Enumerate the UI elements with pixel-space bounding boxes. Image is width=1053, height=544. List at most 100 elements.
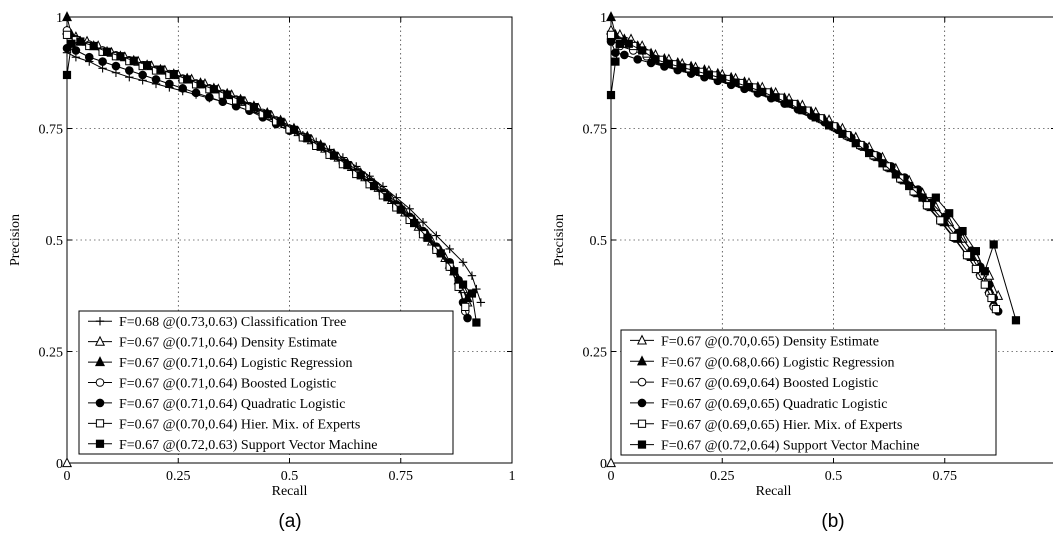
data-point	[784, 99, 794, 108]
panel-b-x-axis-label: Recall	[756, 484, 792, 499]
data-point	[138, 70, 147, 80]
series-line	[610, 34, 997, 310]
legend-label: F=0.67 @(0.68,0.66) Logistic Regression	[661, 355, 895, 370]
legend-marker	[636, 355, 648, 366]
x-tick-label: 0.25	[166, 469, 191, 484]
data-point	[84, 52, 94, 62]
data-point	[418, 217, 428, 227]
data-point	[458, 280, 468, 289]
legend-marker	[95, 378, 105, 387]
x-tick-label: 1	[509, 469, 516, 484]
data-point	[223, 90, 232, 99]
data-point	[678, 63, 687, 72]
data-point	[891, 170, 900, 179]
series-line	[610, 43, 1017, 321]
data-point	[445, 262, 454, 271]
data-point	[771, 93, 780, 102]
data-point	[838, 129, 847, 138]
data-point	[156, 65, 165, 74]
data-point	[949, 232, 958, 241]
legend-marker	[95, 317, 105, 326]
data-point	[633, 55, 643, 64]
data-point	[143, 61, 152, 70]
data-point	[620, 50, 629, 60]
series-square-open	[606, 30, 1001, 314]
data-point	[289, 125, 299, 134]
data-point	[169, 69, 178, 79]
data-point	[958, 226, 967, 236]
data-point	[71, 46, 81, 55]
data-point	[89, 41, 98, 51]
y-tick-label: 0.5	[46, 234, 64, 249]
legend-marker	[637, 377, 647, 387]
data-point	[436, 249, 445, 258]
legend-label: F=0.67 @(0.70,0.65) Density Estimate	[661, 334, 879, 349]
x-tick-label: 0.25	[710, 469, 735, 484]
series-circle-filled	[606, 37, 1003, 316]
y-tick-label: 0.75	[39, 123, 64, 138]
data-point	[922, 201, 932, 210]
panel-a-legend: F=0.68 @(0.73,0.63) Classification Tree F…	[78, 310, 454, 455]
data-point	[467, 289, 477, 298]
data-point	[605, 11, 617, 22]
x-tick-label: 0	[64, 469, 71, 484]
data-point	[909, 187, 918, 196]
data-point	[606, 90, 616, 100]
data-point	[905, 181, 914, 191]
panel-b-legend: F=0.67 @(0.70,0.65) Density Estimate F=0.…	[620, 329, 997, 456]
data-point	[971, 264, 980, 274]
legend-label: F=0.67 @(0.70,0.64) Hier. Mix. of Expert…	[119, 417, 360, 432]
data-point	[1011, 316, 1021, 325]
data-point	[945, 209, 954, 218]
y-tick-label: 0.25	[39, 346, 64, 361]
legend-marker	[636, 334, 648, 345]
data-point	[218, 97, 228, 107]
data-point	[178, 84, 187, 93]
data-point	[931, 193, 940, 202]
legend-marker	[95, 419, 105, 428]
data-point	[472, 318, 481, 327]
data-point	[824, 121, 834, 130]
data-point	[851, 139, 860, 148]
panel-b-y-axis-label: Precision	[552, 214, 567, 266]
series-line	[66, 40, 477, 323]
data-point	[638, 46, 647, 55]
series-triangle-filled	[605, 11, 999, 307]
series-square-filled	[62, 37, 481, 327]
data-point	[467, 271, 477, 280]
data-point	[62, 70, 72, 80]
series-circle-filled	[62, 43, 472, 323]
data-point	[102, 47, 112, 56]
data-point	[704, 70, 713, 79]
data-point	[125, 66, 134, 75]
data-point	[191, 88, 201, 98]
data-point	[731, 78, 740, 87]
series-circle-open	[606, 35, 999, 312]
data-point	[303, 134, 312, 143]
data-point	[383, 193, 392, 202]
legend-marker	[95, 398, 105, 408]
series-line	[66, 47, 468, 319]
data-point	[263, 110, 272, 119]
series-square-open	[62, 30, 470, 311]
legend-label: F=0.67 @(0.72,0.64) Support Vector Machi…	[661, 439, 920, 454]
x-tick-label: 0.75	[933, 469, 958, 484]
data-point	[811, 113, 820, 122]
legend-label: F=0.68 @(0.73,0.63) Classification Tree	[119, 315, 346, 330]
data-point	[116, 52, 125, 61]
y-tick-label: 0.5	[590, 234, 608, 249]
data-point	[472, 284, 481, 294]
data-point	[249, 102, 259, 112]
data-point	[183, 75, 192, 84]
legend-label: F=0.67 @(0.71,0.64) Density Estimate	[119, 336, 337, 351]
data-point	[67, 39, 76, 48]
legend-label: F=0.67 @(0.69,0.65) Hier. Mix. of Expert…	[661, 418, 902, 433]
panel-a-x-axis-label: Recall	[272, 484, 308, 499]
y-tick-label: 1	[600, 11, 607, 26]
data-point	[62, 30, 72, 39]
series-line	[610, 38, 995, 308]
data-point	[316, 142, 325, 151]
y-tick-label: 0.75	[583, 123, 608, 138]
series-line	[66, 52, 482, 303]
y-tick-label: 0.25	[583, 346, 608, 361]
